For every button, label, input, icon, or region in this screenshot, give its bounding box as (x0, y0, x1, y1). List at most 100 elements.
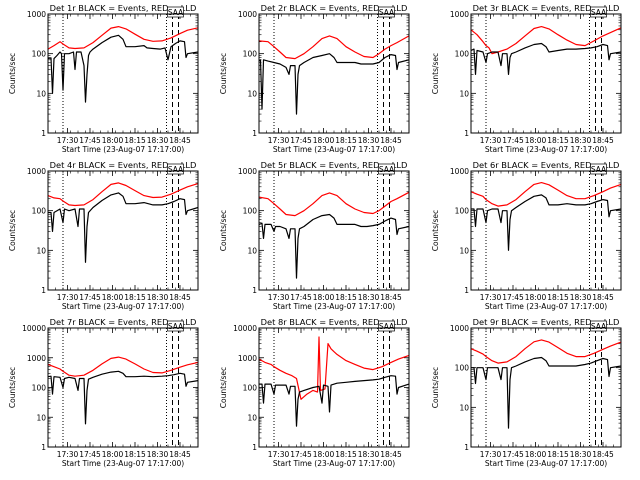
x-axis-label: Start Time (23-Aug-07 17:17:00) (485, 302, 607, 311)
x-tick-label: 18:30 (147, 293, 169, 302)
x-tick-label: 18:00 (102, 293, 124, 302)
x-tick-label: 17:45 (502, 136, 524, 145)
y-tick-label: 100 (455, 50, 470, 59)
x-axis-label: Start Time (23-Aug-07 17:17:00) (273, 459, 395, 468)
lld-series-line (258, 35, 410, 60)
x-axis-label: Start Time (23-Aug-07 17:17:00) (62, 459, 184, 468)
panel-title: Det 5r BLACK = Events, RED = LLD (261, 160, 408, 170)
events-series-line (258, 53, 410, 115)
x-tick-label: 18:45 (592, 450, 614, 459)
x-tick-label: 18:45 (592, 136, 614, 145)
x-axis-label: Start Time (23-Aug-07 17:17:00) (273, 145, 395, 154)
panel-title: Det 2r BLACK = Events, RED = LLD (261, 3, 408, 13)
y-tick-label: 1000 (450, 167, 469, 176)
saa-box (590, 320, 607, 332)
events-series-line (259, 375, 410, 427)
events-series-line (258, 213, 410, 279)
y-axis-label: Counts/sec (8, 210, 17, 251)
panel-title: Det 1r BLACK = Events, RED = LLD (50, 3, 197, 13)
x-tick-label: 17:45 (290, 293, 312, 302)
lld-series-line (470, 26, 622, 55)
x-tick-label: 18:15 (547, 450, 569, 459)
x-tick-label: 18:00 (313, 450, 335, 459)
plot-frame (258, 170, 410, 291)
y-tick-label: 10 (459, 89, 469, 98)
x-tick-label: 18:30 (147, 450, 169, 459)
y-tick-label: 1 (252, 129, 257, 138)
y-tick-label: 10 (36, 413, 46, 422)
saa-box (167, 163, 184, 175)
x-tick-label: 17:45 (290, 450, 312, 459)
y-tick-label: 1 (41, 443, 46, 452)
y-tick-label: 1 (464, 129, 469, 138)
panel-det-7: Det 7r BLACK = Events, RED = LLD 1 10 100 10… (8, 317, 199, 468)
y-tick-label: 1000 (450, 324, 469, 333)
x-tick-label: 18:30 (570, 293, 592, 302)
x-tick-label: 18:45 (169, 293, 191, 302)
saa-label: SAA (591, 322, 607, 331)
x-tick-label: 18:45 (592, 293, 614, 302)
events-series-line (471, 194, 622, 251)
y-tick-label: 100 (455, 364, 470, 373)
x-tick-label: 17:30 (268, 136, 290, 145)
plot-frame (47, 170, 199, 291)
y-tick-label: 1 (252, 443, 257, 452)
panel-det-1: Det 1r BLACK = Events, RED = LLD 1 10 100 10… (8, 3, 199, 154)
x-tick-label: 17:45 (79, 293, 101, 302)
saa-label: SAA (379, 322, 395, 331)
x-axis-label: Start Time (23-Aug-07 17:17:00) (485, 145, 607, 154)
saa-box (167, 6, 184, 18)
y-axis-label: Counts/sec (431, 210, 440, 251)
plot-frame (258, 327, 410, 448)
x-tick-label: 18:15 (335, 136, 357, 145)
y-tick-label: 100 (32, 207, 47, 216)
x-axis-label: Start Time (23-Aug-07 17:17:00) (62, 145, 184, 154)
x-tick-label: 17:30 (57, 450, 79, 459)
x-tick-label: 18:00 (102, 136, 124, 145)
x-tick-label: 18:15 (124, 136, 146, 145)
panel-title: Det 8r BLACK = Events, RED = LLD (261, 317, 408, 327)
y-axis-label: Counts/sec (8, 53, 17, 94)
events-series-line (47, 34, 199, 103)
y-tick-label: 10 (247, 246, 257, 255)
panel-det-6: Det 6r BLACK = Events, RED = LLD 1 10 100 10… (431, 160, 622, 311)
y-tick-label: 10 (247, 413, 257, 422)
y-tick-label: 1000 (27, 167, 46, 176)
saa-label: SAA (168, 8, 184, 17)
y-tick-label: 100 (32, 384, 47, 393)
saa-box (167, 320, 184, 332)
x-tick-label: 18:00 (102, 450, 124, 459)
x-tick-label: 17:45 (502, 293, 524, 302)
panel-det-2: Det 2r BLACK = Events, RED = LLD 1 10 100 10… (219, 3, 410, 154)
x-tick-label: 18:15 (335, 450, 357, 459)
x-tick-label: 17:30 (268, 450, 290, 459)
x-tick-label: 18:30 (358, 293, 380, 302)
y-tick-label: 10 (36, 89, 46, 98)
y-tick-label: 100 (243, 207, 258, 216)
x-tick-label: 18:15 (547, 136, 569, 145)
x-tick-label: 18:00 (525, 136, 547, 145)
y-tick-label: 100 (243, 50, 258, 59)
y-tick-label: 10000 (22, 324, 46, 333)
events-series-line (470, 42, 622, 75)
plot-frame (258, 13, 410, 134)
x-tick-label: 18:30 (147, 136, 169, 145)
panel-det-8: Det 8r BLACK = Events, RED = LLD 1 10 100 10… (219, 317, 410, 468)
y-axis-label: Counts/sec (219, 210, 228, 251)
panel-det-9: Det 9r BLACK = Events, RED = LLD 1 10 100 10… (431, 317, 622, 468)
x-tick-label: 18:00 (525, 293, 547, 302)
plot-frame (470, 170, 622, 291)
saa-box (378, 320, 395, 332)
y-tick-label: 1 (464, 443, 469, 452)
x-tick-label: 18:30 (570, 450, 592, 459)
events-series-line (47, 370, 199, 425)
x-tick-label: 18:30 (358, 136, 380, 145)
saa-label: SAA (591, 165, 607, 174)
lld-series-line (470, 182, 622, 207)
x-tick-label: 17:30 (480, 136, 502, 145)
y-axis-label: Counts/sec (431, 367, 440, 408)
x-tick-label: 18:30 (358, 450, 380, 459)
x-tick-label: 18:15 (547, 293, 569, 302)
events-series-line (48, 192, 199, 263)
x-tick-label: 17:45 (290, 136, 312, 145)
